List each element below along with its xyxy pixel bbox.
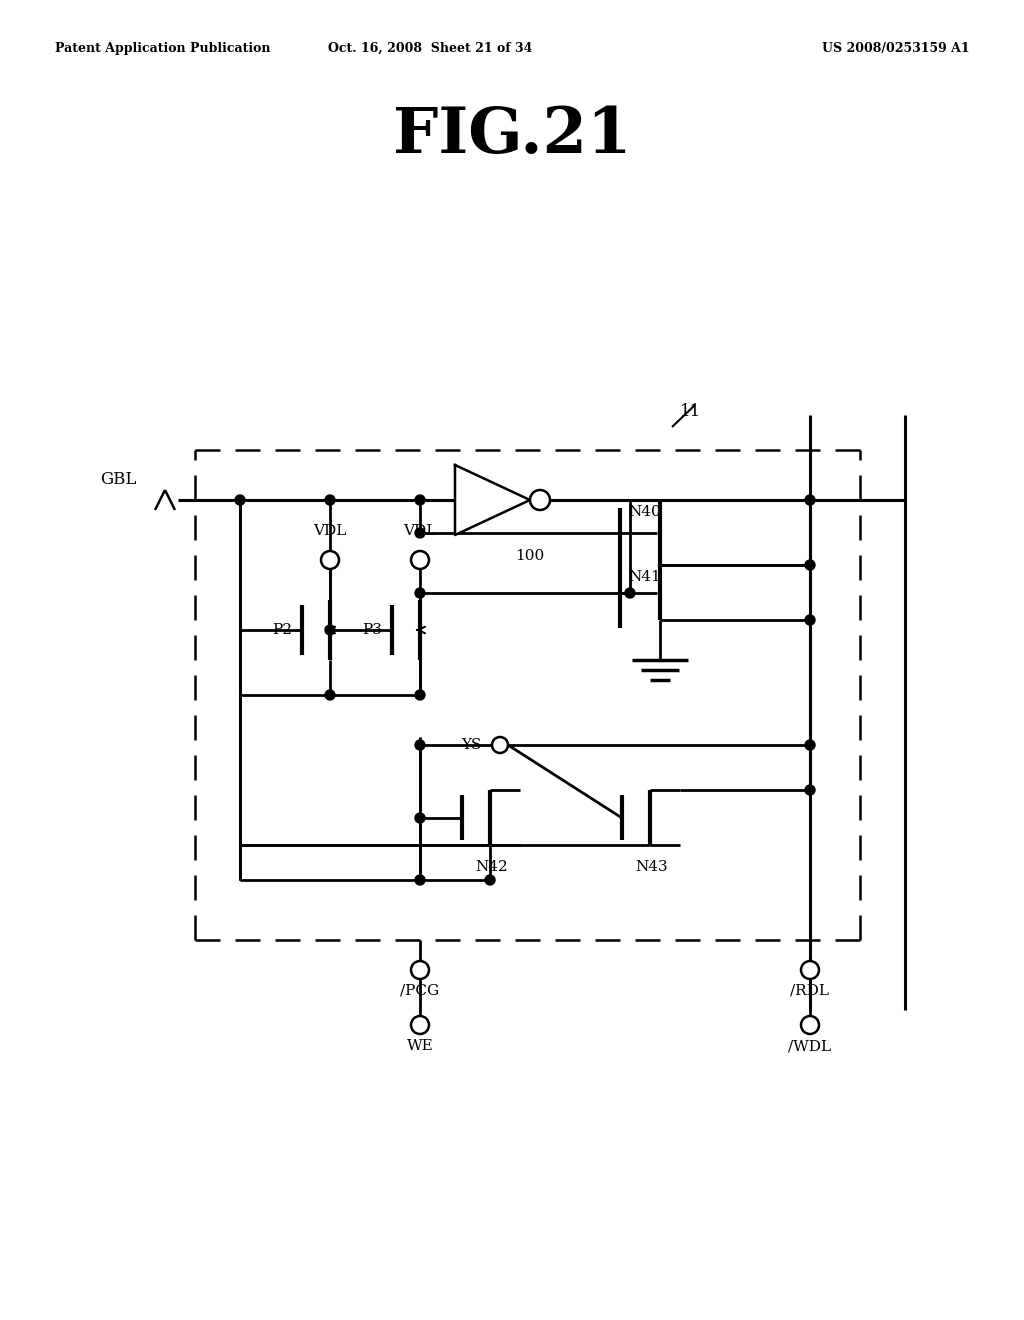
Text: 11: 11 — [680, 403, 701, 420]
Circle shape — [801, 961, 819, 979]
Circle shape — [801, 1016, 819, 1034]
Circle shape — [325, 495, 335, 506]
Text: Oct. 16, 2008  Sheet 21 of 34: Oct. 16, 2008 Sheet 21 of 34 — [328, 42, 532, 55]
Circle shape — [805, 495, 815, 506]
Circle shape — [805, 741, 815, 750]
Text: FIG.21: FIG.21 — [393, 106, 631, 166]
Circle shape — [805, 615, 815, 624]
Text: /PCG: /PCG — [400, 983, 439, 998]
Text: YS: YS — [462, 738, 482, 752]
Circle shape — [415, 528, 425, 539]
Text: P2: P2 — [272, 623, 292, 638]
Circle shape — [415, 587, 425, 598]
Circle shape — [411, 550, 429, 569]
Circle shape — [415, 813, 425, 822]
Circle shape — [415, 495, 425, 506]
Circle shape — [321, 550, 339, 569]
Circle shape — [325, 624, 335, 635]
Text: N41: N41 — [628, 570, 660, 583]
Text: /RDL: /RDL — [791, 983, 829, 998]
Text: US 2008/0253159 A1: US 2008/0253159 A1 — [822, 42, 970, 55]
Text: VDL: VDL — [313, 524, 347, 539]
Text: /WDL: /WDL — [788, 1039, 831, 1053]
Text: WE: WE — [407, 1039, 433, 1053]
Circle shape — [415, 690, 425, 700]
Text: Patent Application Publication: Patent Application Publication — [55, 42, 270, 55]
Text: N42: N42 — [475, 861, 508, 874]
Circle shape — [411, 1016, 429, 1034]
Text: N43: N43 — [636, 861, 669, 874]
Polygon shape — [455, 465, 530, 535]
Circle shape — [625, 587, 635, 598]
Circle shape — [415, 741, 425, 750]
Text: GBL: GBL — [100, 471, 136, 488]
Text: P3: P3 — [362, 623, 382, 638]
Circle shape — [805, 785, 815, 795]
Circle shape — [530, 490, 550, 510]
Circle shape — [492, 737, 508, 752]
Circle shape — [325, 690, 335, 700]
Circle shape — [234, 495, 245, 506]
Text: N40: N40 — [628, 506, 660, 519]
Text: VDL: VDL — [403, 524, 436, 539]
Circle shape — [485, 875, 495, 884]
Circle shape — [415, 875, 425, 884]
Circle shape — [411, 961, 429, 979]
Text: 100: 100 — [515, 549, 544, 564]
Circle shape — [805, 560, 815, 570]
